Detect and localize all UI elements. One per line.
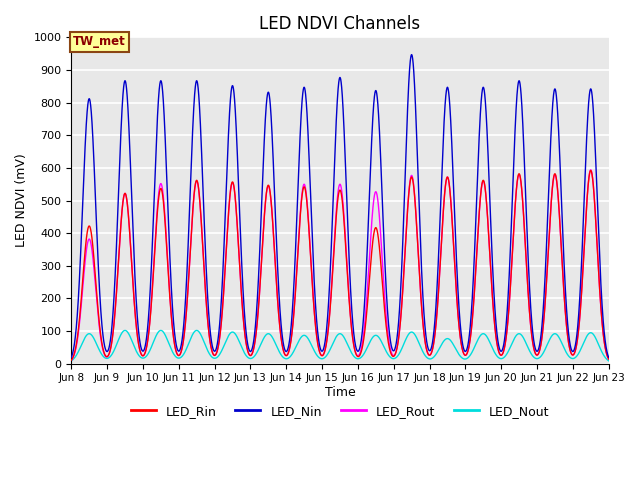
LED_Rout bbox=[321, 345, 329, 351]
Text: TW_met: TW_met bbox=[73, 36, 126, 48]
LED_Rout bbox=[587, 167, 595, 173]
LED_Rout bbox=[570, 351, 578, 357]
LED_Nout bbox=[605, 358, 612, 364]
LED_Nin bbox=[570, 348, 578, 353]
Line: LED_Rin: LED_Rin bbox=[71, 170, 609, 360]
LED_Rin bbox=[202, 284, 209, 290]
Line: LED_Rout: LED_Rout bbox=[71, 170, 609, 360]
LED_Rout bbox=[392, 348, 400, 354]
LED_Nin bbox=[392, 340, 400, 346]
LED_Rin bbox=[587, 168, 595, 173]
LED_Nout bbox=[412, 334, 420, 340]
LED_Rout bbox=[452, 284, 460, 290]
LED_Nout bbox=[570, 356, 578, 361]
LED_Rin bbox=[412, 216, 420, 222]
LED_Nout bbox=[452, 347, 460, 352]
LED_Rin bbox=[321, 346, 329, 351]
LED_Rin bbox=[605, 356, 612, 362]
LED_Nout bbox=[322, 354, 330, 360]
LED_Rin bbox=[392, 348, 400, 354]
Line: LED_Nin: LED_Nin bbox=[71, 55, 609, 358]
LED_Rin bbox=[570, 351, 578, 357]
LED_Nin bbox=[408, 52, 415, 58]
LED_Nin bbox=[412, 122, 420, 128]
LED_Nout bbox=[202, 342, 209, 348]
LED_Nout bbox=[157, 327, 164, 333]
LED_Nin bbox=[67, 355, 75, 360]
Line: LED_Nout: LED_Nout bbox=[71, 330, 609, 361]
LED_Nout bbox=[67, 358, 75, 364]
LED_Rout bbox=[412, 215, 420, 221]
LED_Nin bbox=[452, 248, 460, 253]
Legend: LED_Rin, LED_Nin, LED_Rout, LED_Nout: LED_Rin, LED_Nin, LED_Rout, LED_Nout bbox=[125, 400, 554, 423]
Title: LED NDVI Channels: LED NDVI Channels bbox=[259, 15, 420, 33]
LED_Rout bbox=[202, 284, 209, 290]
Y-axis label: LED NDVI (mV): LED NDVI (mV) bbox=[15, 154, 28, 247]
LED_Nout bbox=[392, 355, 400, 360]
LED_Nin bbox=[605, 354, 612, 360]
X-axis label: Time: Time bbox=[324, 386, 355, 399]
LED_Rin bbox=[452, 284, 460, 290]
LED_Rout bbox=[605, 356, 612, 362]
LED_Rin bbox=[67, 357, 75, 363]
LED_Nin bbox=[202, 242, 209, 248]
LED_Rout bbox=[67, 358, 75, 363]
LED_Nin bbox=[321, 336, 329, 342]
